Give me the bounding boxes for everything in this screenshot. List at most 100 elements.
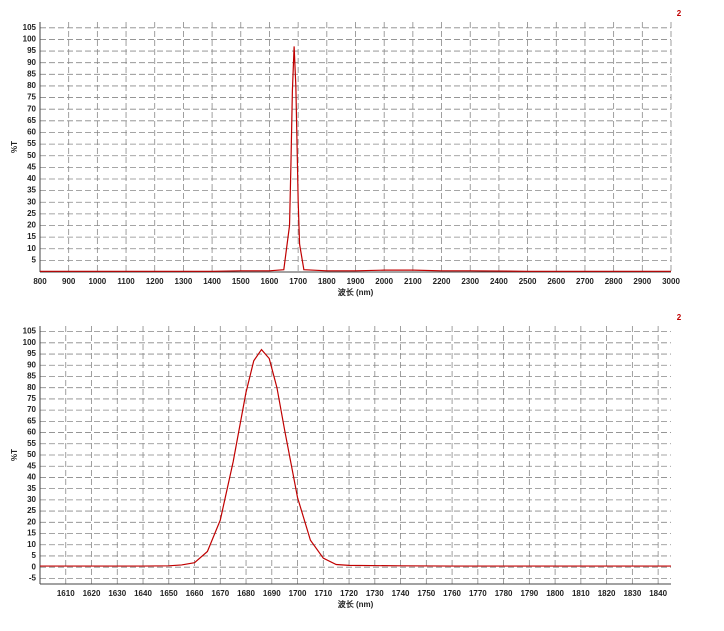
x-tick-label: 2400 bbox=[490, 277, 508, 286]
y-axis-label: %T bbox=[10, 141, 19, 153]
x-tick-label: 1900 bbox=[347, 277, 365, 286]
y-tick-label: 35 bbox=[27, 186, 36, 195]
y-tick-label: 45 bbox=[27, 461, 36, 470]
y-tick-label: -5 bbox=[29, 574, 37, 583]
y-tick-label: 75 bbox=[27, 93, 36, 102]
x-tick-label: 1840 bbox=[649, 589, 667, 598]
x-tick-label: 2100 bbox=[404, 277, 422, 286]
y-tick-label: 55 bbox=[27, 139, 36, 148]
y-tick-label: 10 bbox=[27, 244, 36, 253]
legend-label: 2 bbox=[677, 313, 682, 322]
x-tick-label: 1830 bbox=[623, 589, 641, 598]
y-axis-label: %T bbox=[10, 449, 19, 461]
y-tick-label: 15 bbox=[27, 529, 36, 538]
x-tick-label: 1700 bbox=[289, 589, 307, 598]
x-tick-label: 2200 bbox=[433, 277, 451, 286]
x-tick-label: 900 bbox=[62, 277, 76, 286]
x-tick-label: 2700 bbox=[576, 277, 594, 286]
x-tick-label: 1630 bbox=[108, 589, 126, 598]
y-tick-label: 100 bbox=[23, 338, 37, 347]
y-tick-label: 0 bbox=[32, 562, 37, 571]
x-tick-label: 1600 bbox=[261, 277, 279, 286]
x-axis-label: 波长 (nm) bbox=[338, 599, 374, 609]
x-tick-label: 1100 bbox=[117, 277, 135, 286]
y-tick-label: 5 bbox=[32, 551, 37, 560]
x-tick-label: 1670 bbox=[211, 589, 229, 598]
x-tick-label: 1770 bbox=[469, 589, 487, 598]
y-tick-label: 70 bbox=[27, 104, 36, 113]
y-tick-label: 60 bbox=[27, 428, 36, 437]
y-tick-label: 95 bbox=[27, 46, 36, 55]
x-tick-label: 1200 bbox=[146, 277, 164, 286]
y-tick-label: 25 bbox=[27, 209, 36, 218]
y-tick-label: 50 bbox=[27, 450, 36, 459]
x-tick-label: 1000 bbox=[88, 277, 106, 286]
y-tick-label: 90 bbox=[27, 360, 36, 369]
x-tick-label: 1790 bbox=[520, 589, 538, 598]
y-tick-label: 20 bbox=[27, 517, 36, 526]
y-tick-label: 60 bbox=[27, 128, 36, 137]
y-tick-label: 20 bbox=[27, 221, 36, 230]
y-tick-label: 40 bbox=[27, 473, 36, 482]
x-tick-label: 1660 bbox=[186, 589, 204, 598]
y-tick-label: 90 bbox=[27, 58, 36, 67]
y-tick-label: 70 bbox=[27, 405, 36, 414]
y-tick-label: 30 bbox=[27, 495, 36, 504]
y-tick-label: 85 bbox=[27, 372, 36, 381]
y-tick-label: 15 bbox=[27, 232, 36, 241]
x-tick-label: 2300 bbox=[461, 277, 479, 286]
x-tick-label: 1820 bbox=[598, 589, 616, 598]
x-tick-label: 1750 bbox=[417, 589, 435, 598]
x-tick-label: 2500 bbox=[519, 277, 537, 286]
x-tick-label: 1720 bbox=[340, 589, 358, 598]
y-tick-label: 40 bbox=[27, 174, 36, 183]
x-tick-label: 1700 bbox=[289, 277, 307, 286]
y-tick-label: 105 bbox=[23, 327, 37, 336]
y-tick-label: 100 bbox=[23, 35, 37, 44]
y-tick-label: 35 bbox=[27, 484, 36, 493]
y-tick-label: 25 bbox=[27, 506, 36, 515]
x-tick-label: 1640 bbox=[134, 589, 152, 598]
x-axis-label: 波长 (nm) bbox=[338, 287, 374, 297]
y-tick-label: 85 bbox=[27, 69, 36, 78]
x-tick-label: 1810 bbox=[572, 589, 590, 598]
x-tick-label: 2900 bbox=[633, 277, 651, 286]
x-tick-label: 1780 bbox=[495, 589, 513, 598]
x-tick-label: 1800 bbox=[546, 589, 564, 598]
x-tick-label: 1680 bbox=[237, 589, 255, 598]
y-tick-label: 80 bbox=[27, 383, 36, 392]
y-tick-label: 95 bbox=[27, 349, 36, 358]
x-tick-label: 1740 bbox=[392, 589, 410, 598]
data-line bbox=[40, 348, 671, 567]
x-tick-label: 1610 bbox=[57, 589, 75, 598]
y-tick-label: 45 bbox=[27, 162, 36, 171]
data-line bbox=[40, 46, 671, 272]
legend-label: 2 bbox=[677, 9, 682, 18]
x-tick-label: 1710 bbox=[314, 589, 332, 598]
x-tick-label: 1620 bbox=[83, 589, 101, 598]
x-tick-label: 3000 bbox=[662, 277, 680, 286]
x-tick-label: 1650 bbox=[160, 589, 178, 598]
x-tick-label: 1690 bbox=[263, 589, 281, 598]
y-tick-label: 30 bbox=[27, 197, 36, 206]
y-tick-label: 55 bbox=[27, 439, 36, 448]
y-tick-label: 50 bbox=[27, 151, 36, 160]
y-tick-label: 105 bbox=[23, 23, 37, 32]
x-tick-label: 2600 bbox=[547, 277, 565, 286]
y-tick-label: 65 bbox=[27, 116, 36, 125]
y-tick-label: 75 bbox=[27, 394, 36, 403]
x-tick-label: 1300 bbox=[175, 277, 193, 286]
x-tick-label: 800 bbox=[33, 277, 47, 286]
y-tick-label: 10 bbox=[27, 540, 36, 549]
x-tick-label: 2800 bbox=[605, 277, 623, 286]
y-tick-label: 65 bbox=[27, 416, 36, 425]
y-tick-label: 80 bbox=[27, 81, 36, 90]
x-tick-label: 1500 bbox=[232, 277, 250, 286]
x-tick-label: 1800 bbox=[318, 277, 336, 286]
y-tick-label: 5 bbox=[32, 255, 37, 264]
x-tick-label: 2000 bbox=[375, 277, 393, 286]
x-tick-label: 1760 bbox=[443, 589, 461, 598]
x-tick-label: 1730 bbox=[366, 589, 384, 598]
x-tick-label: 1400 bbox=[203, 277, 221, 286]
